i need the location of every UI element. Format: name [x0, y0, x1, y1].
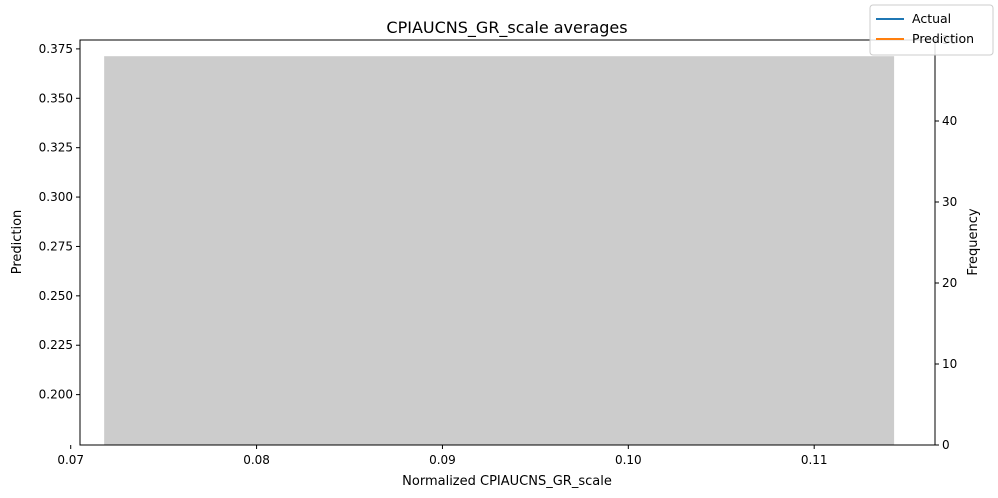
y2-axis-label: Frequency	[966, 208, 981, 275]
y-tick-label: 0.200	[39, 388, 73, 402]
y2-tick-label: 20	[942, 276, 957, 290]
legend-label-actual: Actual	[912, 11, 951, 26]
x-tick-label: 0.10	[615, 453, 642, 467]
x-tick-label: 0.11	[801, 453, 828, 467]
y2-tick-label: 10	[942, 357, 957, 371]
y-tick-label: 0.375	[39, 42, 73, 56]
legend-entries: Actual Prediction	[876, 11, 974, 46]
legend-label-prediction: Prediction	[912, 31, 974, 46]
y2-tick-label: 30	[942, 195, 957, 209]
y2-tick-label: 0	[942, 438, 950, 452]
y-axis-left: 0.200 0.225 0.250 0.275 0.300 0.325 0.350 0.375	[39, 42, 80, 402]
y-tick-label: 0.225	[39, 338, 73, 352]
y-tick-label: 0.300	[39, 190, 73, 204]
x-axis: 0.07 0.08 0.09 0.10 0.11	[57, 445, 828, 467]
y-tick-label: 0.275	[39, 239, 73, 253]
x-tick-label: 0.08	[243, 453, 270, 467]
legend: Actual Prediction	[869, 4, 994, 56]
plot-area-frame	[79, 39, 936, 446]
legend-frame	[869, 4, 994, 56]
y-tick-label: 0.350	[39, 91, 73, 105]
chart-title: CPIAUCNS_GR_scale averages	[386, 18, 627, 38]
x-tick-label: 0.07	[57, 453, 84, 467]
histogram-layer	[104, 56, 895, 445]
x-tick-label: 0.09	[429, 453, 456, 467]
y-tick-label: 0.325	[39, 141, 73, 155]
x-axis-label: Normalized CPIAUCNS_GR_scale	[402, 474, 612, 489]
y2-tick-label: 40	[942, 114, 957, 128]
y-axis-label: Prediction	[10, 210, 25, 275]
y-tick-label: 0.250	[39, 289, 73, 303]
histogram-bar	[104, 56, 895, 445]
